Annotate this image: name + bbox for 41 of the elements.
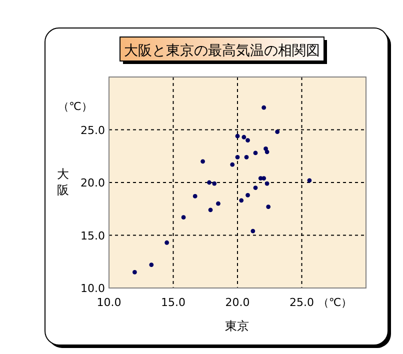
x-tick-label: 25.0 bbox=[290, 296, 314, 309]
point bbox=[164, 240, 170, 245]
y-axis-title: 大阪 bbox=[57, 167, 69, 197]
point bbox=[235, 154, 240, 160]
point bbox=[307, 178, 312, 183]
point bbox=[200, 159, 206, 164]
point bbox=[244, 154, 249, 160]
x-axis-title: 東京 bbox=[225, 319, 249, 333]
point bbox=[262, 105, 266, 110]
point bbox=[242, 134, 246, 140]
point bbox=[253, 186, 258, 190]
point bbox=[264, 181, 270, 186]
point bbox=[253, 150, 258, 156]
point bbox=[275, 130, 280, 134]
y-tick-label: 20.0 bbox=[80, 176, 105, 190]
point bbox=[208, 208, 213, 212]
point bbox=[132, 270, 137, 274]
y-tick-label: 15.0 bbox=[80, 229, 105, 242]
point bbox=[216, 201, 220, 206]
point bbox=[212, 181, 217, 186]
x-tick-label: 10.0 bbox=[96, 296, 122, 309]
chart-title: 大阪と東京の最高気温の相関図 bbox=[124, 43, 320, 59]
point bbox=[235, 134, 240, 138]
text: （℃） bbox=[58, 100, 92, 113]
point bbox=[246, 138, 250, 142]
text: （℃） bbox=[318, 296, 352, 309]
x-tick-label: 20.0 bbox=[225, 296, 250, 309]
point bbox=[149, 262, 154, 267]
point bbox=[246, 192, 250, 198]
y-tick-label: 10.0 bbox=[80, 282, 105, 295]
y-tick-label: 25.0 bbox=[80, 124, 105, 137]
point bbox=[239, 198, 244, 203]
point bbox=[262, 176, 266, 180]
point bbox=[181, 215, 186, 220]
point bbox=[264, 150, 270, 154]
point bbox=[192, 194, 198, 198]
point bbox=[207, 180, 212, 185]
point bbox=[266, 204, 271, 209]
point bbox=[230, 162, 235, 167]
point bbox=[250, 228, 256, 234]
x-tick-label: 15.0 bbox=[161, 296, 186, 309]
